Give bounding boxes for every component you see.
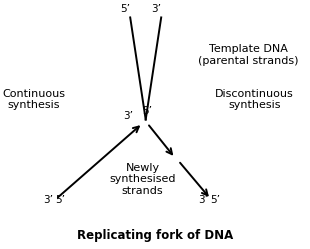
- Text: 3’: 3’: [198, 195, 208, 205]
- Text: 5’: 5’: [142, 106, 152, 116]
- Text: 5’: 5’: [210, 195, 220, 205]
- Text: 3’: 3’: [43, 195, 53, 205]
- Text: 5’: 5’: [55, 195, 65, 205]
- Text: Newly
synthesised
strands: Newly synthesised strands: [109, 163, 176, 196]
- Text: 5’: 5’: [121, 4, 131, 14]
- Text: Discontinuous
synthesis: Discontinuous synthesis: [215, 89, 294, 110]
- Text: Continuous
synthesis: Continuous synthesis: [2, 89, 66, 110]
- Text: 3’: 3’: [152, 4, 162, 14]
- Text: 3’: 3’: [124, 111, 134, 121]
- Text: Replicating fork of DNA: Replicating fork of DNA: [77, 229, 233, 242]
- Text: Template DNA
(parental strands): Template DNA (parental strands): [198, 44, 298, 65]
